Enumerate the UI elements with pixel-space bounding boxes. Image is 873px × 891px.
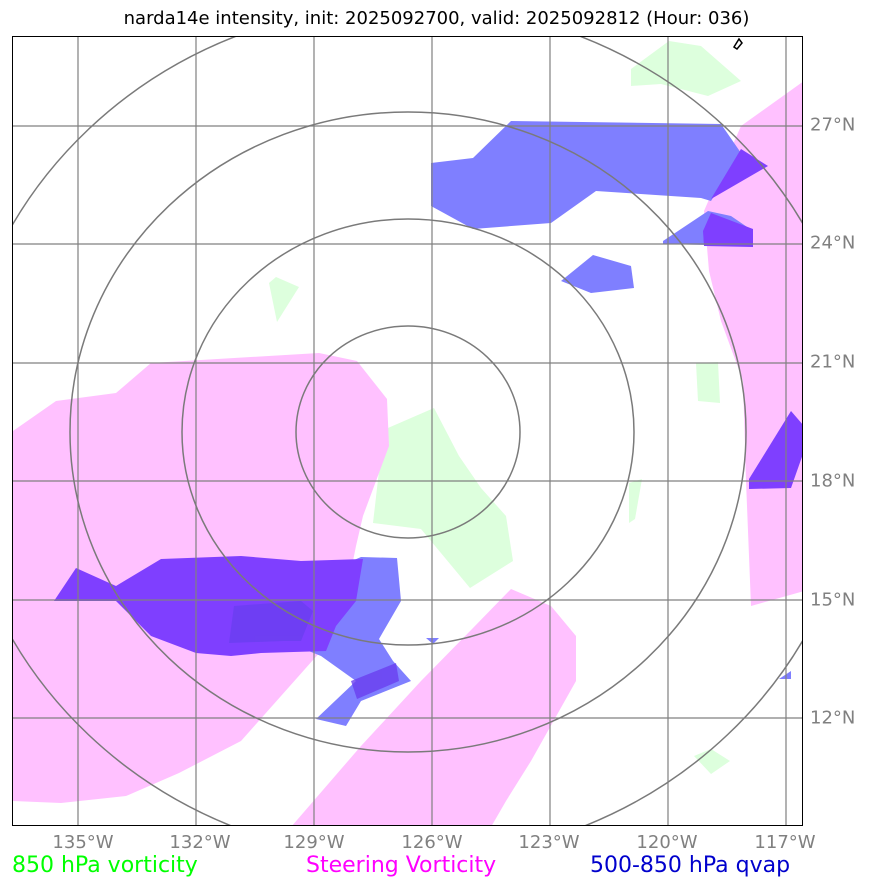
distance-ring — [181, 218, 635, 646]
map-title: narda14e intensity, init: 2025092700, va… — [123, 8, 750, 29]
lat-label-18n: 18°N — [810, 470, 856, 492]
lon-label-135w: 135°W — [52, 832, 114, 853]
distance-ring — [295, 325, 521, 539]
map-plot-area — [12, 36, 803, 826]
distance-ring — [69, 111, 747, 753]
steering-vorticity-patch — [292, 589, 576, 825]
distance-rings — [13, 37, 802, 825]
vorticity-850-patch — [696, 362, 720, 403]
lat-label-12n: 12°N — [810, 707, 856, 729]
lon-label-132w: 132°W — [169, 832, 231, 853]
legend-qvap: 500-850 hPa qvap — [590, 853, 791, 878]
coastline-fragment — [732, 37, 743, 50]
lat-label-24n: 24°N — [810, 232, 856, 254]
qvap-patch — [431, 121, 741, 229]
qvap-patch — [779, 671, 791, 679]
lon-label-123w: 123°W — [518, 832, 580, 853]
vorticity-850-layer — [269, 41, 741, 774]
vorticity-850-patch — [373, 408, 513, 588]
lat-label-21n: 21°N — [810, 351, 856, 373]
overlap-patch — [703, 213, 753, 247]
qvap-patch — [561, 255, 634, 293]
legend-steering-vorticity: Steering Vorticity — [306, 853, 497, 878]
overlap-dark-patch — [229, 601, 313, 643]
overlap-patch — [711, 149, 768, 199]
vorticity-850-patch — [629, 479, 642, 523]
lat-label-27n: 27°N — [810, 114, 856, 136]
overlap-patch — [749, 411, 802, 489]
overlap-dark-layer — [229, 601, 399, 699]
lon-label-129w: 129°W — [283, 832, 345, 853]
lon-label-117w: 117°W — [754, 832, 816, 853]
vorticity-850-patch — [631, 41, 741, 96]
vorticity-850-patch — [694, 749, 730, 774]
legend-vorticity-850: 850 hPa vorticity — [12, 853, 198, 878]
lon-label-126w: 126°W — [401, 832, 463, 853]
overlap-dark-patch — [351, 663, 399, 699]
lon-label-120w: 120°W — [636, 832, 698, 853]
lat-label-15n: 15°N — [810, 589, 856, 611]
vorticity-850-patch — [269, 277, 299, 322]
graticule — [13, 37, 802, 825]
